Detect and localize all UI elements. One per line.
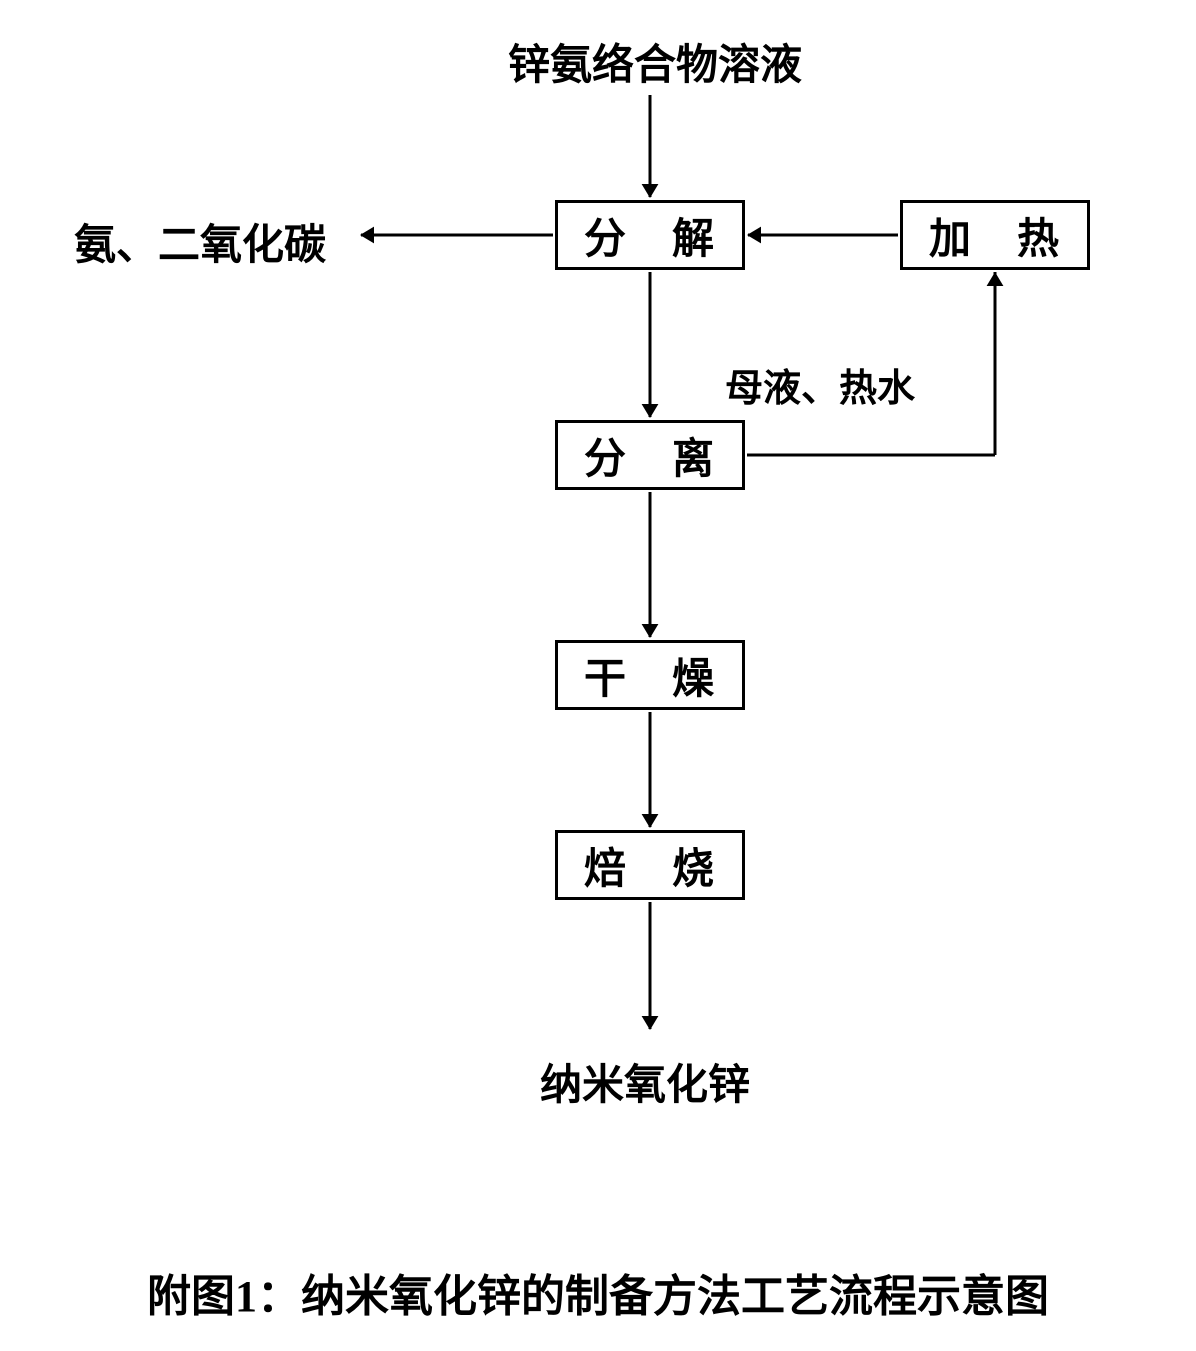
- flowchart-canvas: 锌氨络合物溶液 氨、二氧化碳 母液、热水 纳米氧化锌 附图1：纳米氧化锌的制备方…: [0, 0, 1196, 1351]
- decompose-to-left: [360, 227, 553, 244]
- box-dry: 干 燥: [555, 640, 745, 710]
- heat-to-decompose: [747, 227, 898, 244]
- separate-to-dry: [642, 492, 659, 638]
- label-bottom-output: 纳米氧化锌: [540, 1065, 750, 1107]
- figure-caption: 附图1：纳米氧化锌的制备方法工艺流程示意图: [147, 1275, 1049, 1319]
- box-decompose: 分 解: [555, 200, 745, 270]
- box-heat: 加 热: [900, 200, 1090, 270]
- roast-to-output: [642, 902, 659, 1030]
- top-to-decompose: [642, 95, 659, 198]
- label-top-input: 锌氨络合物溶液: [508, 45, 802, 87]
- separate-to-heat: [747, 272, 1003, 455]
- box-separate: 分 离: [555, 420, 745, 490]
- label-left-output: 氨、二氧化碳: [74, 225, 326, 267]
- box-roast: 焙 烧: [555, 830, 745, 900]
- label-mid-side: 母液、热水: [725, 370, 915, 408]
- decompose-to-separate: [642, 272, 659, 418]
- dry-to-roast: [642, 712, 659, 828]
